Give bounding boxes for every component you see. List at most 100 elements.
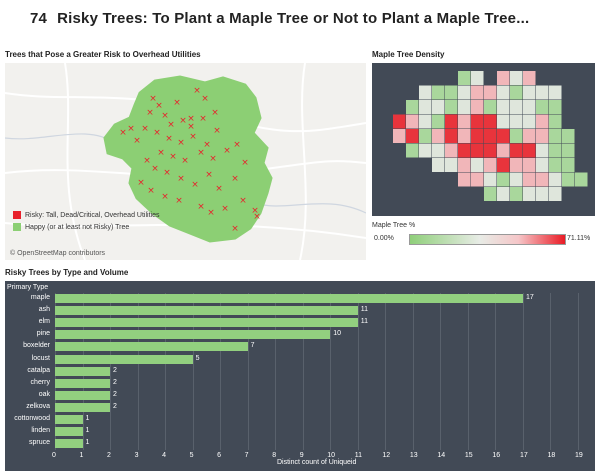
map-attribution[interactable]: © OpenStreetMap contributors: [10, 250, 106, 257]
bar[interactable]: [55, 439, 83, 449]
density-cell[interactable]: [458, 114, 471, 129]
density-cell[interactable]: [523, 129, 536, 143]
density-cell[interactable]: [523, 100, 536, 114]
density-cell[interactable]: [497, 114, 510, 129]
density-cell[interactable]: [549, 129, 562, 143]
density-cell[interactable]: [536, 187, 549, 201]
density-cell[interactable]: [419, 100, 432, 114]
density-cell[interactable]: [484, 114, 497, 129]
density-cell[interactable]: [510, 187, 523, 201]
density-cell[interactable]: [510, 114, 523, 129]
density-cell[interactable]: [445, 85, 458, 100]
density-cell[interactable]: [458, 100, 471, 114]
density-cell[interactable]: [406, 129, 419, 143]
density-cell[interactable]: [471, 158, 484, 172]
density-cell[interactable]: [497, 71, 510, 85]
density-cell[interactable]: [497, 143, 510, 158]
density-cell[interactable]: [445, 100, 458, 114]
bar[interactable]: [55, 378, 111, 388]
bar[interactable]: [55, 427, 83, 437]
bar[interactable]: [55, 318, 358, 328]
density-cell[interactable]: [536, 143, 549, 158]
density-cell[interactable]: [536, 129, 549, 143]
bar[interactable]: [55, 415, 83, 424]
density-cell[interactable]: [510, 100, 523, 114]
risk-map[interactable]: × × × × × × × × × × × × × × × × × × × × × × × × × × × × × × × × × × × × × × × ×…: [5, 63, 366, 260]
density-cell[interactable]: [497, 85, 510, 100]
density-cell[interactable]: [549, 158, 562, 172]
density-cell[interactable]: [510, 143, 523, 158]
density-cell[interactable]: [484, 187, 497, 201]
density-cell[interactable]: [497, 129, 510, 143]
density-cell[interactable]: [432, 158, 445, 172]
density-cell[interactable]: [510, 129, 523, 143]
density-cell[interactable]: [484, 100, 497, 114]
density-cell[interactable]: [523, 85, 536, 100]
bar[interactable]: [55, 402, 111, 412]
density-cell[interactable]: [458, 158, 471, 172]
density-cell[interactable]: [536, 100, 549, 114]
density-cell[interactable]: [432, 129, 445, 143]
density-cell[interactable]: [523, 143, 536, 158]
density-cell[interactable]: [549, 85, 562, 100]
density-cell[interactable]: [536, 114, 549, 129]
density-cell[interactable]: [432, 114, 445, 129]
density-cell[interactable]: [523, 114, 536, 129]
bar[interactable]: [55, 354, 193, 364]
density-cell[interactable]: [458, 71, 471, 85]
density-cell[interactable]: [523, 158, 536, 172]
risky-trees-barchart[interactable]: Primary Type 0 1 2 3 4 5 6 7 8 9 10 11 12 13 14 15 16 17 1…: [5, 281, 595, 471]
density-cell[interactable]: [484, 129, 497, 143]
density-cell[interactable]: [471, 129, 484, 143]
density-cell[interactable]: [497, 172, 510, 187]
bar[interactable]: [55, 342, 248, 352]
density-cell[interactable]: [471, 71, 484, 85]
density-cell[interactable]: [510, 158, 523, 172]
density-cell[interactable]: [458, 129, 471, 143]
bar[interactable]: [55, 390, 111, 400]
density-cell[interactable]: [562, 129, 575, 143]
density-cell[interactable]: [432, 143, 445, 158]
density-cell[interactable]: [445, 114, 458, 129]
density-cell[interactable]: [549, 187, 562, 201]
density-cell[interactable]: [419, 114, 432, 129]
bar[interactable]: [55, 306, 358, 316]
density-cell[interactable]: [406, 143, 419, 158]
density-cell[interactable]: [536, 172, 549, 187]
density-cell[interactable]: [445, 158, 458, 172]
density-cell[interactable]: [484, 172, 497, 187]
density-cell[interactable]: [497, 158, 510, 172]
density-cell[interactable]: [458, 172, 471, 187]
map-canvas[interactable]: ××× ××××××××× ×× ××××× ××× × ××××××× ××××××××× ×…: [5, 63, 366, 260]
bar[interactable]: [55, 294, 523, 303]
density-cell[interactable]: [393, 114, 406, 129]
density-cell[interactable]: [536, 85, 549, 100]
density-cell[interactable]: [419, 129, 432, 143]
density-cell[interactable]: [510, 71, 523, 85]
density-cell[interactable]: [536, 158, 549, 172]
density-cell[interactable]: [445, 129, 458, 143]
density-cell[interactable]: [471, 85, 484, 100]
density-cell[interactable]: [549, 100, 562, 114]
density-cell[interactable]: [471, 100, 484, 114]
density-cell[interactable]: [393, 129, 406, 143]
density-cell[interactable]: [432, 85, 445, 100]
density-cell[interactable]: [549, 172, 562, 187]
density-cell[interactable]: [575, 172, 588, 187]
heatmap-canvas[interactable]: [372, 63, 595, 216]
density-cell[interactable]: [523, 71, 536, 85]
density-cell[interactable]: [458, 85, 471, 100]
density-cell[interactable]: [484, 158, 497, 172]
density-cell[interactable]: [497, 100, 510, 114]
density-cell[interactable]: [484, 85, 497, 100]
density-cell[interactable]: [562, 158, 575, 172]
density-cell[interactable]: [471, 114, 484, 129]
density-cell[interactable]: [458, 143, 471, 158]
density-cell[interactable]: [419, 143, 432, 158]
density-cell[interactable]: [406, 114, 419, 129]
density-cell[interactable]: [562, 172, 575, 187]
density-cell[interactable]: [549, 143, 562, 158]
density-cell[interactable]: [523, 187, 536, 201]
density-cell[interactable]: [510, 172, 523, 187]
maple-density-heatmap[interactable]: [372, 63, 595, 216]
